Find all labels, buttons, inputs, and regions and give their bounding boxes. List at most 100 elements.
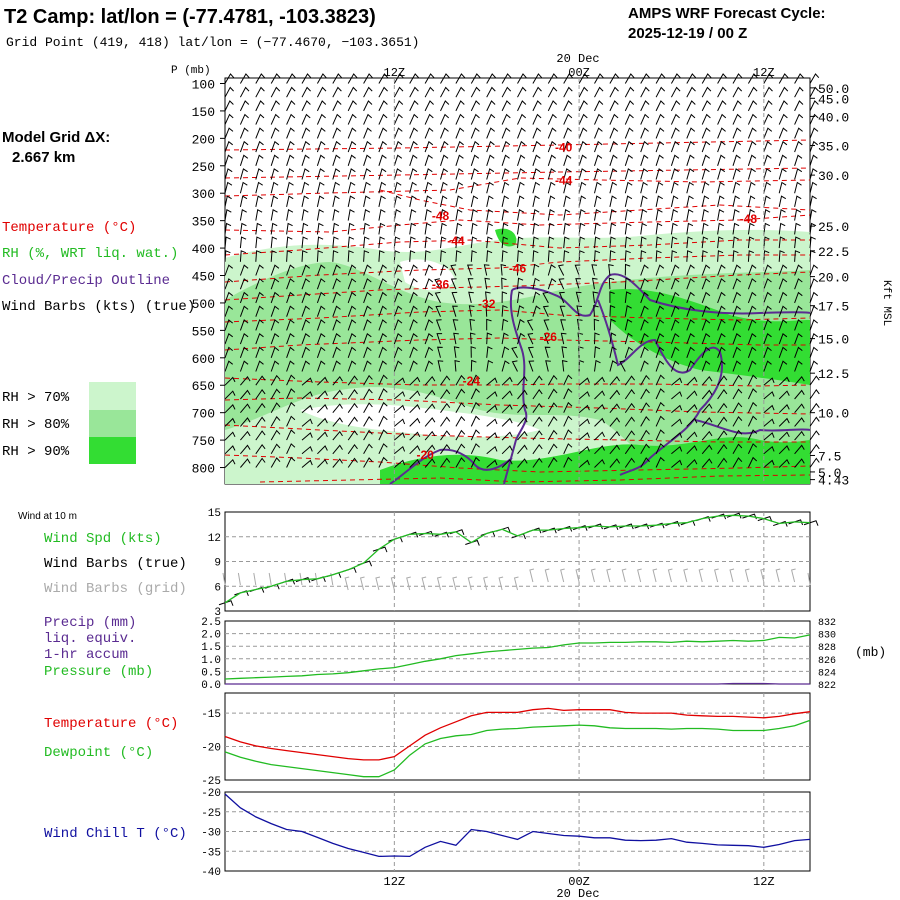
wind-barb bbox=[778, 346, 788, 358]
wind-barb bbox=[455, 73, 466, 84]
panel-tick-label: -35 bbox=[201, 847, 221, 859]
wind-barb bbox=[578, 140, 588, 153]
wind-barb bbox=[270, 168, 279, 180]
wind-barb bbox=[440, 140, 449, 153]
temperature-label: -32 bbox=[478, 297, 496, 311]
wind-barb bbox=[409, 376, 421, 386]
wind-barb bbox=[778, 417, 790, 427]
wind-barb bbox=[501, 291, 508, 303]
wind-barb bbox=[563, 113, 573, 125]
wind-barb bbox=[591, 264, 598, 276]
wind-barb bbox=[378, 195, 386, 208]
wind-barb bbox=[732, 181, 741, 194]
wind-barb bbox=[778, 113, 788, 125]
wind-barb bbox=[563, 86, 573, 98]
wind-barb bbox=[732, 100, 742, 112]
wind-barb bbox=[686, 250, 693, 262]
wind-barb bbox=[393, 209, 401, 221]
wind-barb bbox=[409, 86, 419, 98]
wind-barb bbox=[440, 86, 450, 98]
wind-barb bbox=[409, 250, 416, 262]
wind-barb bbox=[378, 236, 385, 249]
wind-barb bbox=[527, 333, 534, 345]
wind-barb bbox=[409, 291, 418, 304]
legend-cloud: Cloud/Precip Outline bbox=[2, 273, 170, 289]
wind-barb bbox=[286, 401, 296, 413]
wind-barb bbox=[747, 278, 757, 290]
wind-barb bbox=[686, 168, 695, 180]
height-tick-label: 50.0 bbox=[818, 82, 849, 97]
panel-tick-label: -25 bbox=[201, 808, 221, 820]
wind-barb bbox=[809, 127, 819, 139]
wind-barb bbox=[624, 318, 633, 331]
wind-barb bbox=[640, 100, 650, 112]
wind-barb bbox=[578, 391, 590, 400]
wind-barb bbox=[624, 236, 632, 249]
wind-barb bbox=[532, 250, 539, 262]
wind-barb bbox=[778, 305, 788, 317]
wind-barb bbox=[686, 181, 694, 194]
wind-barb bbox=[440, 209, 448, 221]
pressure-tick-label: 200 bbox=[192, 132, 215, 147]
wind-barb bbox=[240, 430, 251, 441]
wind-barb bbox=[547, 388, 558, 400]
wind-barb bbox=[517, 417, 528, 427]
wind-barb bbox=[501, 376, 513, 386]
wind-barb bbox=[532, 100, 542, 112]
legend-wind-barbs-grid: Wind Barbs (grid) bbox=[44, 581, 187, 597]
wind-barb bbox=[578, 459, 590, 468]
wind-barb bbox=[732, 222, 740, 235]
wind-barb bbox=[732, 457, 743, 468]
wind-barb bbox=[224, 195, 232, 208]
wind-barb bbox=[609, 304, 616, 317]
wind-barb bbox=[624, 375, 635, 386]
wind-barb bbox=[224, 346, 234, 358]
wind-barb bbox=[624, 346, 634, 358]
wind-barb bbox=[763, 154, 772, 166]
panel-frame bbox=[224, 692, 811, 781]
wind-barb bbox=[332, 222, 340, 235]
wind-barb bbox=[301, 73, 312, 84]
wind-barb bbox=[301, 418, 313, 427]
wind-barb bbox=[747, 127, 757, 139]
wind-barb bbox=[763, 305, 772, 317]
wind-barb bbox=[378, 113, 388, 125]
wind-barb bbox=[594, 332, 600, 345]
wind-barb bbox=[747, 291, 757, 304]
wind-barb bbox=[240, 389, 251, 400]
wind-barb bbox=[732, 332, 742, 345]
wind-barb bbox=[424, 195, 432, 208]
wind-barb bbox=[671, 377, 683, 386]
wind-barb bbox=[301, 291, 311, 304]
wind-barb bbox=[747, 181, 756, 194]
wind-barb bbox=[655, 319, 665, 331]
wind-barb bbox=[686, 390, 698, 400]
wind-barb bbox=[301, 168, 310, 180]
wind-barb bbox=[594, 222, 601, 235]
panel-tick-label: 1.5 bbox=[201, 642, 221, 654]
wind-barb bbox=[732, 154, 741, 166]
wind-barb bbox=[393, 445, 406, 455]
wind-barb bbox=[286, 236, 293, 249]
wind-barb bbox=[717, 402, 728, 413]
wind-barb bbox=[517, 100, 527, 112]
wind-barb bbox=[778, 360, 788, 372]
wind-barb bbox=[255, 73, 265, 84]
wind-barb bbox=[501, 277, 507, 290]
wind-barb bbox=[655, 73, 666, 84]
height-tick-label: 17.5 bbox=[818, 300, 849, 315]
wind-barb bbox=[809, 457, 820, 468]
wind-barb bbox=[640, 140, 649, 153]
panel-right-tick-label: 822 bbox=[818, 681, 836, 692]
wind-barb bbox=[378, 388, 388, 400]
wind-barb bbox=[470, 401, 480, 413]
temperature-contour bbox=[224, 167, 811, 179]
wind-barb bbox=[563, 443, 573, 455]
wind-barb-grid bbox=[575, 568, 581, 583]
wind-barb bbox=[393, 73, 404, 84]
wind-barb bbox=[747, 332, 757, 345]
wind-barb bbox=[455, 100, 465, 112]
wind-barb bbox=[440, 430, 451, 441]
wind-barb bbox=[424, 100, 434, 112]
wind-barb bbox=[316, 86, 327, 98]
